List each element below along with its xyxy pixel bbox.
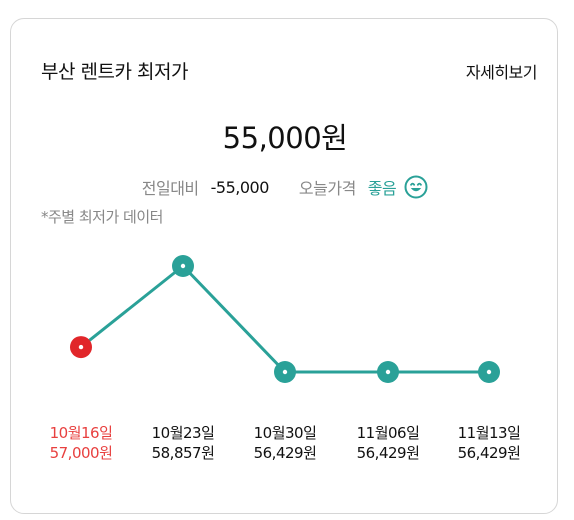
x-tick-date: 11월13일 [457, 424, 521, 442]
x-tick-label: 10월16일 57,000원 [36, 423, 126, 463]
card-title: 부산 렌트카 최저가 [41, 61, 188, 83]
x-tick-price: 58,857원 [151, 444, 215, 462]
price-line-chart [70, 255, 500, 383]
data-note: *주별 최저가 데이터 [41, 208, 163, 226]
x-tick-date: 11월06일 [356, 424, 420, 442]
x-tick-date: 10월16일 [49, 424, 113, 442]
x-tick-price: 56,429원 [356, 444, 420, 462]
current-price: 55,000원 [222, 121, 348, 155]
smile-icon [404, 175, 428, 199]
x-tick-price: 56,429원 [253, 444, 317, 462]
data-point-center [282, 369, 288, 375]
x-tick-label: 10월23일 58,857원 [138, 423, 228, 463]
data-point-center [180, 263, 186, 269]
diff-value: -55,000 [210, 177, 270, 197]
price-card: 부산 렌트카 최저가 자세히보기 55,000원 전일대비 -55,000 오늘… [10, 18, 558, 514]
x-tick-date: 10월23일 [151, 424, 215, 442]
details-link[interactable]: 자세히보기 [465, 63, 538, 82]
x-tick-date: 10월30일 [253, 424, 317, 442]
x-tick-price: 57,000원 [49, 444, 113, 462]
x-tick-price: 56,429원 [457, 444, 521, 462]
today-value: 좋음 [367, 179, 397, 198]
data-point-center [78, 344, 84, 350]
x-tick-label: 11월13일 56,429원 [444, 423, 534, 463]
series-line [80, 263, 489, 374]
price-stats: 전일대비 -55,000 오늘가격 좋음 [11, 174, 559, 200]
data-point-center [385, 369, 391, 375]
x-tick-label: 11월06일 56,429원 [343, 423, 433, 463]
today-label: 오늘가격 [298, 179, 356, 198]
x-tick-label: 10월30일 56,429원 [240, 423, 330, 463]
data-point-center [486, 369, 492, 375]
diff-label: 전일대비 [141, 179, 199, 198]
